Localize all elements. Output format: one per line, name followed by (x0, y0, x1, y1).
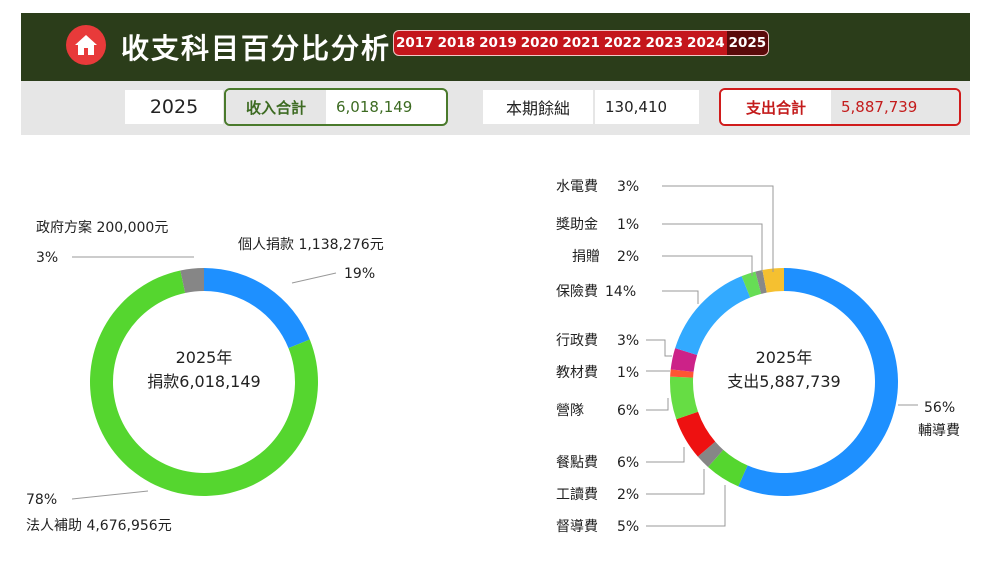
label-counseling-pct: 56% (924, 400, 955, 416)
tab-year-2021[interactable]: 2021 (562, 35, 600, 51)
expense-value: 5,887,739 (831, 90, 959, 124)
label-gov-pct: 3% (36, 250, 58, 266)
expense-center-total: 支出5,887,739 (727, 372, 840, 391)
year-tabs: 2017 2018 2019 2020 2021 2022 2023 2024 … (393, 30, 770, 56)
income-slice-0[interactable] (204, 268, 310, 349)
label-supervision: 督導費 (556, 519, 598, 535)
leader-corporate (71, 490, 149, 500)
expense-slice-0[interactable] (738, 268, 898, 497)
tab-year-2020[interactable]: 2020 (520, 35, 559, 51)
label-utilities-pct: 3% (617, 179, 639, 195)
expense-slice-10[interactable] (762, 268, 784, 293)
expense-slice-9[interactable] (755, 270, 767, 294)
income-label: 收入合計 (226, 90, 326, 124)
label-insurance: 保險費 (556, 284, 598, 300)
expense-donut (670, 268, 898, 497)
label-scholarship-pct: 1% (617, 217, 639, 233)
page-title: 收支科目百分比分析 (121, 32, 392, 65)
tab-year-2018[interactable]: 2018 (437, 35, 476, 51)
expense-slice-7[interactable] (675, 276, 751, 355)
label-insurance-pct: 14% (605, 284, 636, 300)
balance-label-box: 本期餘絀 (483, 90, 593, 124)
label-donation: 捐贈 (572, 249, 600, 265)
label-donation-pct: 2% (617, 249, 639, 265)
label-corporate-pct: 78% (26, 492, 57, 508)
label-meals-pct: 6% (617, 455, 639, 471)
income-center-total: 捐款6,018,149 (147, 372, 260, 391)
leader-scholarship (662, 223, 763, 272)
expense-label: 支出合計 (721, 90, 831, 124)
expense-slice-8[interactable] (741, 271, 762, 298)
label-admin-pct: 3% (617, 333, 639, 349)
leader-individual (291, 272, 337, 284)
leader-donation (662, 255, 753, 276)
year-value: 2025 (149, 96, 199, 118)
leader-supervision (646, 485, 726, 527)
leader-meals (646, 447, 685, 463)
label-supervision-pct: 5% (617, 519, 639, 535)
expense-slice-6[interactable] (670, 348, 698, 372)
label-camp: 營隊 (556, 403, 584, 419)
expense-center-year: 2025年 (756, 348, 813, 367)
leader-insurance (662, 290, 699, 304)
tab-year-2025[interactable]: 2025 (726, 31, 769, 55)
label-materials-pct: 1% (617, 365, 639, 381)
label-admin: 行政費 (556, 333, 598, 349)
label-utilities: 水電費 (556, 179, 598, 195)
label-meals: 餐點費 (556, 455, 598, 471)
home-icon (75, 35, 97, 55)
leader-camp (646, 398, 669, 411)
label-workstudy: 工讀費 (556, 487, 598, 503)
income-center-year: 2025年 (176, 348, 233, 367)
expense-slice-2[interactable] (697, 441, 724, 467)
income-total-box: 收入合計 6,018,149 (224, 88, 448, 126)
leader-admin (646, 339, 672, 357)
label-individual-name: 個人捐款 1,138,276元 (238, 237, 384, 253)
label-workstudy-pct: 2% (617, 487, 639, 503)
income-donut (90, 268, 318, 496)
balance-value: 130,410 (605, 98, 668, 116)
balance-label: 本期餘絀 (505, 99, 570, 118)
label-counseling: 輔導費 (918, 423, 960, 439)
expense-slice-5[interactable] (670, 369, 694, 378)
income-slice-2[interactable] (180, 268, 204, 293)
year-display: 2025 (125, 90, 223, 124)
expense-total-box: 支出合計 5,887,739 (719, 88, 961, 126)
label-gov-name: 政府方案 200,000元 (36, 219, 168, 236)
expense-slice-4[interactable] (670, 376, 699, 420)
tab-year-2024[interactable]: 2024 (687, 35, 725, 51)
expense-slice-3[interactable] (676, 411, 716, 457)
tab-year-2023[interactable]: 2023 (645, 35, 684, 51)
label-scholarship: 獎助金 (556, 217, 598, 233)
label-materials: 教材費 (556, 365, 598, 381)
expense-slice-1[interactable] (707, 449, 748, 487)
income-value: 6,018,149 (336, 98, 413, 116)
tab-year-2022[interactable]: 2022 (603, 35, 642, 51)
header-bar: 收支科目百分比分析 2017 2018 2019 2020 2021 2022 … (21, 13, 970, 81)
label-camp-pct: 6% (617, 403, 639, 419)
label-corporate-name: 法人補助 4,676,956元 (26, 518, 172, 534)
leader-workstudy (646, 469, 705, 495)
summary-bar: 2025 收入合計 6,018,149 本期餘絀 130,410 支出合計 5,… (21, 81, 970, 135)
tab-year-2019[interactable]: 2019 (479, 35, 517, 51)
home-button[interactable] (66, 25, 106, 65)
leader-utilities (662, 185, 774, 272)
tab-year-2017[interactable]: 2017 (396, 35, 434, 51)
balance-value-box: 130,410 (595, 90, 699, 124)
label-individual-pct: 19% (344, 266, 375, 282)
